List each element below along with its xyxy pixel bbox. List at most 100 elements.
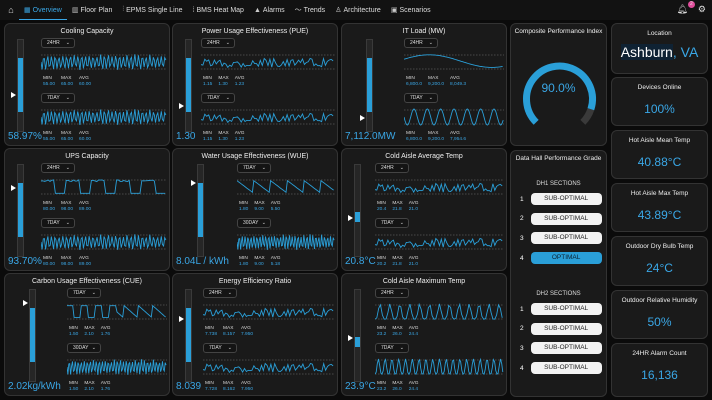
- min-label: MIN: [69, 381, 78, 386]
- range-label: 7DAY: [47, 95, 60, 101]
- tab-floor-plan[interactable]: ▥ Floor Plan: [67, 0, 118, 20]
- series-line: [203, 306, 334, 319]
- avg-stat: AVG 1.23: [235, 131, 245, 142]
- card-value: 43.89°C: [637, 208, 682, 222]
- tab-alarms[interactable]: ▲ Alarms: [249, 0, 290, 20]
- min-max-avg-stats: MIN 6,800.0 MAX 9,200.0 AVG 7,954.6: [406, 131, 466, 142]
- range-dropdown[interactable]: 24HR ⌄: [41, 163, 75, 173]
- max-label: MAX: [218, 76, 229, 81]
- range-dropdown[interactable]: 24HR ⌄: [404, 38, 438, 48]
- tab-scenarios[interactable]: ▣ Scenarios: [386, 0, 436, 20]
- gauge-fill: [18, 58, 23, 112]
- range-dropdown[interactable]: 7DAY ⌄: [67, 288, 101, 298]
- tab-trends[interactable]: 〜 Trends: [290, 0, 331, 20]
- grade-badge[interactable]: SUB-OPTIMAL: [530, 322, 602, 335]
- grade-badge[interactable]: OPTIMAL: [530, 252, 602, 265]
- card-value: 16,136: [641, 368, 678, 382]
- min-label: MIN: [377, 326, 386, 331]
- gear-icon[interactable]: ⚙: [697, 4, 706, 14]
- notifications-button[interactable]: 🔔︎ 2: [676, 1, 695, 15]
- min-label: MIN: [69, 326, 78, 331]
- grade-badge[interactable]: SUB-OPTIMAL: [530, 303, 602, 315]
- range-dropdown[interactable]: 30DAY ⌄: [237, 218, 271, 228]
- tab-label: Trends: [303, 6, 326, 14]
- tab-overview[interactable]: ▦ Overview: [19, 0, 67, 20]
- section-row: 1 SUB-OPTIMAL: [520, 193, 602, 205]
- range-dropdown[interactable]: 7DAY ⌄: [201, 93, 235, 103]
- home-icon[interactable]: ⌂: [8, 5, 14, 15]
- grade-badge[interactable]: SUB-OPTIMAL: [530, 362, 602, 375]
- info-card-location: Location Ashburn, VA: [611, 23, 708, 74]
- min-value: 7.738: [205, 331, 218, 337]
- bell-icon: 🔔︎: [676, 4, 688, 14]
- max-value: 2.10: [84, 386, 94, 392]
- range-dropdown[interactable]: 24HR ⌄: [201, 38, 235, 48]
- grade-badge[interactable]: SUB-OPTIMAL: [530, 232, 602, 245]
- min-max-avg-stats: MIN 1.50 MAX 2.10 AVG 1.76: [69, 381, 111, 392]
- range-dropdown[interactable]: 30DAY ⌄: [67, 343, 101, 353]
- sparkline-chart: [203, 359, 335, 375]
- range-dropdown[interactable]: 7DAY ⌄: [237, 163, 271, 173]
- range-dropdown[interactable]: 7DAY ⌄: [41, 218, 75, 228]
- gauge-marker-icon: [179, 316, 184, 323]
- grade-badge[interactable]: SUB-OPTIMAL: [530, 193, 602, 205]
- info-card-hot-aisle-mean-temp: Hot Aisle Mean Temp 40.88°C: [611, 130, 708, 179]
- max-stat: MAX 65.00: [61, 131, 73, 142]
- section-row: 4 OPTIMAL: [520, 252, 602, 265]
- max-stat: MAX 98.00: [61, 256, 73, 267]
- tab-bms-heat-map[interactable]: ⁞ BMS Heat Map: [188, 0, 249, 20]
- max-value: 26.0: [392, 331, 402, 337]
- series-line: [201, 111, 334, 124]
- gauge-marker-icon: [348, 214, 353, 221]
- range-dropdown[interactable]: 24HR ⌄: [375, 163, 409, 173]
- avg-label: AVG: [79, 76, 89, 81]
- tab-architecture[interactable]: ♙ Architecture: [330, 0, 386, 20]
- avg-label: AVG: [79, 131, 89, 136]
- grade-badge[interactable]: SUB-OPTIMAL: [530, 212, 602, 225]
- min-label: MIN: [43, 76, 52, 81]
- card-title: Location: [647, 30, 672, 37]
- min-value: 7.728: [205, 386, 218, 392]
- max-stat: MAX 1.30: [218, 131, 228, 142]
- range-dropdown[interactable]: 24HR ⌄: [41, 38, 75, 48]
- min-value: 23.2: [377, 331, 387, 337]
- max-value: 9.00: [254, 261, 264, 267]
- min-value: 20.4: [377, 206, 387, 212]
- sparkline-chart: [201, 109, 335, 125]
- tab-epms-single-line[interactable]: ⫶ EPMS Single Line: [117, 0, 187, 20]
- chevron-down-icon: ⌄: [428, 40, 433, 46]
- max-label: MAX: [392, 326, 403, 331]
- panel-title: Power Usage Effectiveness (PUE): [201, 28, 309, 35]
- current-value: 93.70%: [8, 256, 42, 267]
- min-label: MIN: [377, 201, 386, 206]
- panel-title: Composite Performance Index: [514, 28, 603, 35]
- range-dropdown[interactable]: 24HR ⌄: [203, 288, 237, 298]
- range-label: 7DAY: [73, 290, 86, 296]
- range-dropdown[interactable]: 7DAY ⌄: [375, 218, 409, 228]
- avg-value: 5.50: [270, 206, 281, 212]
- min-label: MIN: [239, 256, 248, 261]
- sparkline-chart: [375, 302, 504, 320]
- panel-title: Water Usage Effectiveness (WUE): [201, 153, 309, 160]
- metric-panel-cooling-capacity: Cooling Capacity 58.97% 24HR ⌄ MIN 55.00 MAX 65…: [4, 23, 170, 146]
- range-dropdown[interactable]: 7DAY ⌄: [404, 93, 438, 103]
- min-stat: MIN 6,800.0: [406, 76, 422, 87]
- avg-value: 24.4: [408, 386, 419, 392]
- series-line: [67, 304, 166, 318]
- range-dropdown[interactable]: 7DAY ⌄: [203, 343, 237, 353]
- avg-value: 1.23: [234, 81, 245, 87]
- range-dropdown[interactable]: 24HR ⌄: [375, 288, 409, 298]
- grade-badge[interactable]: SUB-OPTIMAL: [530, 342, 602, 355]
- sparkline-chart: [67, 359, 167, 375]
- range-dropdown[interactable]: 7DAY ⌄: [375, 343, 409, 353]
- panel-title: Cooling Capacity: [60, 28, 114, 35]
- avg-value: 89.00: [79, 261, 92, 267]
- level-gauge: [11, 39, 24, 132]
- range-dropdown[interactable]: 7DAY ⌄: [41, 93, 75, 103]
- scenario-icon: ▣: [390, 7, 398, 14]
- current-value: 1.30: [176, 131, 196, 142]
- avg-label: AVG: [408, 201, 419, 206]
- chevron-down-icon: ⌄: [91, 345, 96, 351]
- metric-panel-cold-aisle-average-temp: Cold Aisle Average Temp 20.8°C 24HR ⌄ MIN 20.…: [341, 148, 507, 271]
- min-max-avg-stats: MIN 1.80 MAX 9.00 AVG 5.18: [239, 256, 281, 267]
